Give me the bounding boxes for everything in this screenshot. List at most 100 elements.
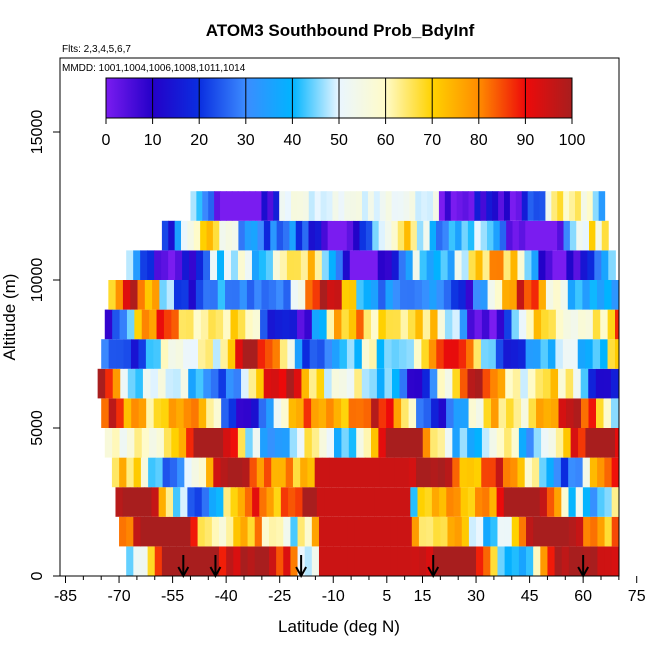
heatmap-cell: [597, 487, 606, 517]
heatmap-cell: [580, 368, 589, 399]
heatmap-cell: [371, 398, 380, 428]
heatmap-cell: [144, 487, 153, 517]
heatmap-cell: [146, 398, 155, 428]
heatmap-cell: [272, 339, 281, 369]
heatmap-cell: [385, 280, 394, 310]
heatmap-cell: [318, 398, 327, 428]
heatmap-cell: [334, 309, 342, 340]
heatmap-cell: [476, 546, 484, 576]
heatmap-cell: [510, 487, 519, 517]
heatmap-cell: [193, 220, 201, 251]
heatmap-cell: [480, 220, 488, 251]
heatmap-cell: [378, 428, 387, 458]
altitude-band: [104, 428, 619, 458]
heatmap-cell: [568, 487, 577, 517]
colorbar-tick-label: 0: [102, 132, 111, 149]
heatmap-cell: [431, 487, 440, 517]
heatmap-cell: [169, 546, 177, 576]
heatmap-cell: [575, 487, 584, 517]
heatmap-cell: [308, 220, 316, 251]
heatmap-cell: [429, 368, 438, 399]
heatmap-cell: [220, 457, 229, 488]
heatmap-cell: [526, 516, 534, 547]
heatmap-cell: [171, 309, 180, 340]
heatmap-cell: [211, 516, 220, 547]
heatmap-cell: [568, 516, 577, 547]
heatmap-cell: [176, 546, 184, 576]
heatmap-cell: [223, 309, 232, 340]
heatmap-cell: [283, 546, 292, 576]
heatmap-cell: [203, 368, 212, 399]
heatmap-cell: [289, 220, 297, 251]
heatmap-cell: [126, 457, 135, 488]
y-axis-label: Altitude (m): [0, 274, 19, 361]
heatmap-cell: [297, 428, 306, 458]
heatmap-cell: [147, 250, 155, 280]
heatmap-cell: [598, 191, 606, 221]
heatmap-cell: [582, 220, 590, 251]
heatmap-cell: [152, 280, 160, 310]
heatmap-cell: [575, 280, 583, 310]
heatmap-cell: [525, 339, 534, 369]
heatmap-cell: [339, 368, 348, 399]
heatmap-cell: [550, 368, 559, 399]
heatmap-cell: [295, 487, 304, 517]
heatmap-cell: [226, 516, 234, 547]
heatmap-cell: [213, 457, 222, 488]
heatmap-cell: [206, 457, 214, 488]
heatmap-cell: [345, 487, 354, 517]
heatmap-cell: [510, 250, 519, 280]
heatmap-cell: [327, 280, 336, 310]
heatmap-cell: [392, 368, 401, 399]
heatmap-cell: [256, 457, 265, 488]
heatmap-cell: [422, 428, 431, 458]
heatmap-cell: [429, 220, 437, 251]
heatmap-cell: [341, 398, 350, 428]
heatmap-cell: [292, 457, 301, 488]
heatmap-cell: [372, 457, 381, 488]
heatmap-cell: [224, 250, 232, 280]
heatmap-cell: [302, 339, 311, 369]
heatmap-cell: [574, 191, 582, 221]
heatmap-cell: [475, 250, 484, 280]
heatmap-cell: [266, 398, 275, 428]
heatmap-cell: [407, 428, 416, 458]
heatmap-cell: [554, 487, 562, 517]
heatmap-cell: [518, 339, 527, 369]
heatmap-cell: [137, 280, 146, 310]
heatmap-cell: [294, 339, 303, 369]
heatmap-cell: [326, 428, 335, 458]
heatmap-cell: [133, 546, 142, 576]
heatmap-cell: [305, 280, 314, 310]
heatmap-cell: [333, 546, 341, 576]
heatmap-cell: [592, 428, 601, 458]
heatmap-cell: [585, 309, 594, 340]
heatmap-cell: [332, 339, 341, 369]
heatmap-cell: [193, 428, 202, 458]
heatmap-cell: [440, 250, 449, 280]
heatmap-cell: [368, 546, 377, 576]
heatmap-cell: [597, 457, 605, 488]
heatmap-cell: [278, 368, 287, 399]
heatmap-cell: [311, 398, 320, 428]
heatmap-cell: [488, 339, 497, 369]
heatmap-cell: [601, 220, 609, 251]
heatmap-cell: [363, 309, 372, 340]
altitude-band: [115, 487, 619, 517]
heatmap-cell: [558, 368, 567, 399]
heatmap-cell: [140, 546, 149, 576]
heatmap-cell: [304, 309, 313, 340]
heatmap-cell: [496, 309, 505, 340]
heatmap-cell: [461, 398, 470, 428]
heatmap-cell: [195, 368, 204, 399]
heatmap-cell: [271, 368, 280, 399]
heatmap-cell: [615, 428, 619, 458]
heatmap-cell: [200, 309, 209, 340]
heatmap-cell: [356, 191, 363, 221]
heatmap-cell: [338, 191, 345, 221]
heatmap-cell: [444, 428, 453, 458]
heatmap-cell: [140, 457, 149, 488]
heatmap-cell: [359, 220, 367, 251]
heatmap-cell: [267, 191, 274, 221]
heatmap-cell: [438, 398, 447, 428]
